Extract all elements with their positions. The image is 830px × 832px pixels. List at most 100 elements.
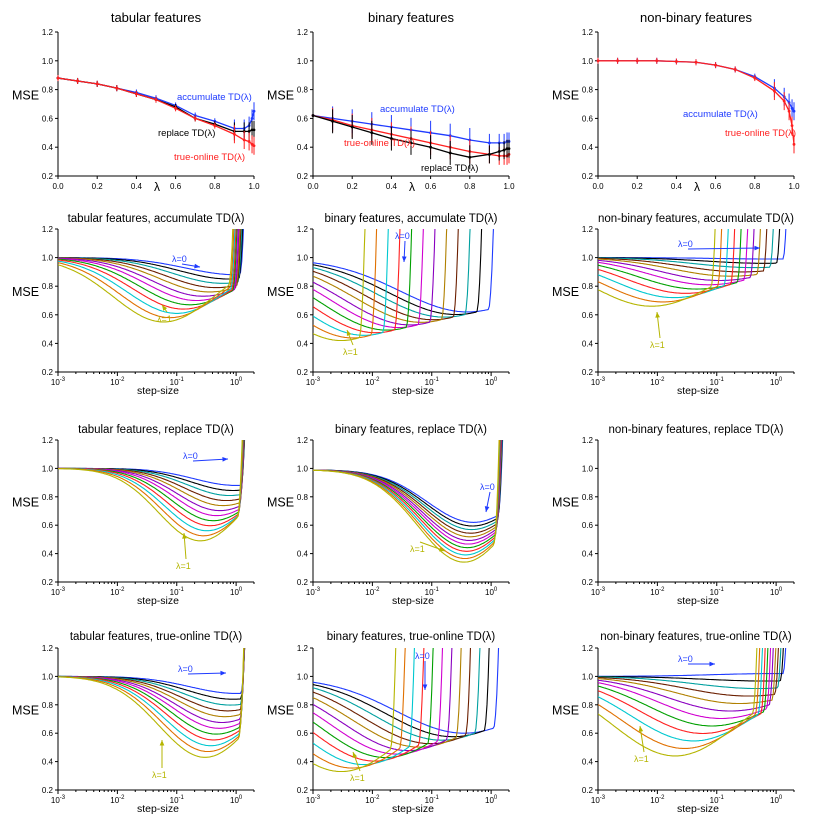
x-tick-label: 1.0 [503,182,515,191]
x-axis-label: step-size [677,595,719,607]
x-tick-label: 0.0 [52,182,64,191]
y-tick-label: 1.0 [582,254,594,263]
y-tick-label: 0.8 [297,282,309,291]
y-tick-label: 0.2 [297,172,309,181]
x-tick-label: 10-3 [51,795,66,805]
y-tick-label: 0.6 [42,521,54,530]
annotation-arrowhead [352,752,358,758]
panel-title: tabular features, replace TD(λ) [78,424,234,436]
data-point [95,82,99,86]
data-point [193,117,197,120]
x-tick-label: 10-1 [425,795,440,805]
data-point [448,151,452,155]
data-point [497,150,501,153]
series-line-accumulate-td- [57,77,255,130]
curve-group [58,648,246,758]
panel-binary-replace: binary features, replace TD(λ) 0.2 0.4 0.6 0… [267,424,510,607]
lambda-zero-label: λ=0 [678,239,693,249]
x-tick-label: 100 [230,795,243,805]
data-point [787,109,791,113]
lambda-curve-11 [58,648,245,758]
lambda-curve-8 [598,229,736,294]
annotation-arrowhead [222,456,228,462]
lambda-curve-2 [598,648,782,690]
lambda-curve-2 [58,229,243,284]
y-axis-label: MSE [267,704,294,718]
data-point [213,124,217,127]
data-point [429,145,432,149]
x-tick-label: 100 [770,795,783,805]
x-tick-label: 10-1 [425,377,440,387]
y-tick-label: 0.6 [582,521,594,530]
y-tick-label: 0.8 [42,493,54,502]
lambda-curve-11 [313,440,500,563]
lambda-annotations-tabular-trueonline: λ=0 λ=1 [152,664,227,780]
lambda-curve-3 [598,648,779,697]
y-tick-label: 1.0 [582,57,594,66]
lambda-curve-11 [58,440,243,542]
y-axis-label: MSE [552,704,579,718]
y-tick-label: 0.2 [582,172,594,181]
data-point [714,63,717,67]
data-point [773,89,776,93]
x-tick-label: 0.2 [632,182,644,191]
annotation-arrowhead [439,546,445,552]
lambda-curve-6 [598,229,749,286]
y-tick-label: 1.0 [42,57,54,66]
data-point [250,128,254,132]
y-axis-label: MSE [552,496,579,510]
y-tick-label: 1.0 [582,464,594,473]
y-tick-label: 0.4 [297,758,309,767]
series-label: accumulate TD(λ) [177,92,252,103]
panel-title: binary features [368,10,454,25]
panel-title: non-binary features, replace TD(λ) [609,424,784,436]
x-tick-label: 10-2 [365,587,380,597]
lambda-one-label: λ=1 [634,754,649,764]
panel-title: tabular features, true-online TD(λ) [70,631,243,643]
lambda-curve-5 [598,648,774,712]
data-point [792,109,796,113]
annotation-arrowhead [162,305,168,311]
annotation-arrowhead [484,506,490,512]
data-point [792,142,796,146]
panel-tabular-lambda: tabular features 0.2 0.4 0.6 0.8 1.0 1.2 MSE 0.0… [12,10,260,194]
y-tick-label: 0.2 [297,368,309,377]
y-axis-label: MSE [552,285,579,299]
lambda-curve-1 [313,229,483,316]
data-point [247,129,251,133]
lambda-curve-5 [598,229,755,282]
y-tick-label: 0.4 [582,550,594,559]
data-point [252,109,256,113]
lambda-curve-2 [313,440,503,531]
x-axis-label: step-size [677,385,719,397]
series-label: replace TD(λ) [158,128,215,139]
panel-title: tabular features, accumulate TD(λ) [68,213,245,225]
x-tick-label: 100 [230,377,243,387]
curve-group [313,440,504,563]
y-tick-label: 1.2 [582,28,594,37]
x-axis-label: step-size [137,803,179,815]
x-tick-label: 1.0 [788,182,800,191]
panel-title: binary features, replace TD(λ) [335,424,487,436]
lambda-curve-7 [598,229,742,290]
lambda-curve-3 [598,229,768,273]
series-labels-nonbinary-lambda: accumulate TD(λ) true-online TD(λ) [683,109,796,139]
annotation-arrowhead [422,684,428,690]
y-tick-label: 0.8 [582,282,594,291]
panel-title: non-binary features [640,10,753,25]
y-tick-label: 1.0 [42,464,54,473]
x-tick-label: 10-3 [591,587,606,597]
data-point [790,106,794,110]
y-tick-label: 0.2 [582,786,594,795]
data-point [252,128,256,132]
x-tick-label: 10-1 [170,587,185,597]
panel-title: tabular features [111,10,202,25]
lambda-curve-11 [598,229,716,307]
y-axis-label: MSE [267,89,294,103]
lambda-curve-11 [313,648,397,773]
data-point [488,141,491,145]
y-tick-label: 0.6 [582,311,594,320]
annotation-arrow [187,672,227,675]
series-label: true-online TD(λ) [725,128,796,139]
panel-tabular-trueonline: tabular features, true-online TD(λ) 0.2 0.… [12,631,255,815]
